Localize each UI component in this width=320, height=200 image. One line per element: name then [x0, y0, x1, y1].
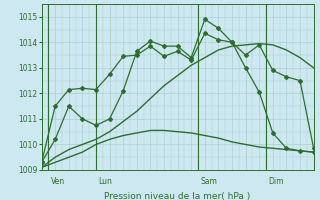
Text: Dim: Dim	[268, 177, 284, 186]
Text: Pression niveau de la mer( hPa ): Pression niveau de la mer( hPa )	[104, 192, 251, 200]
Text: Sam: Sam	[200, 177, 217, 186]
Text: Ven: Ven	[51, 177, 65, 186]
Text: Lun: Lun	[98, 177, 112, 186]
